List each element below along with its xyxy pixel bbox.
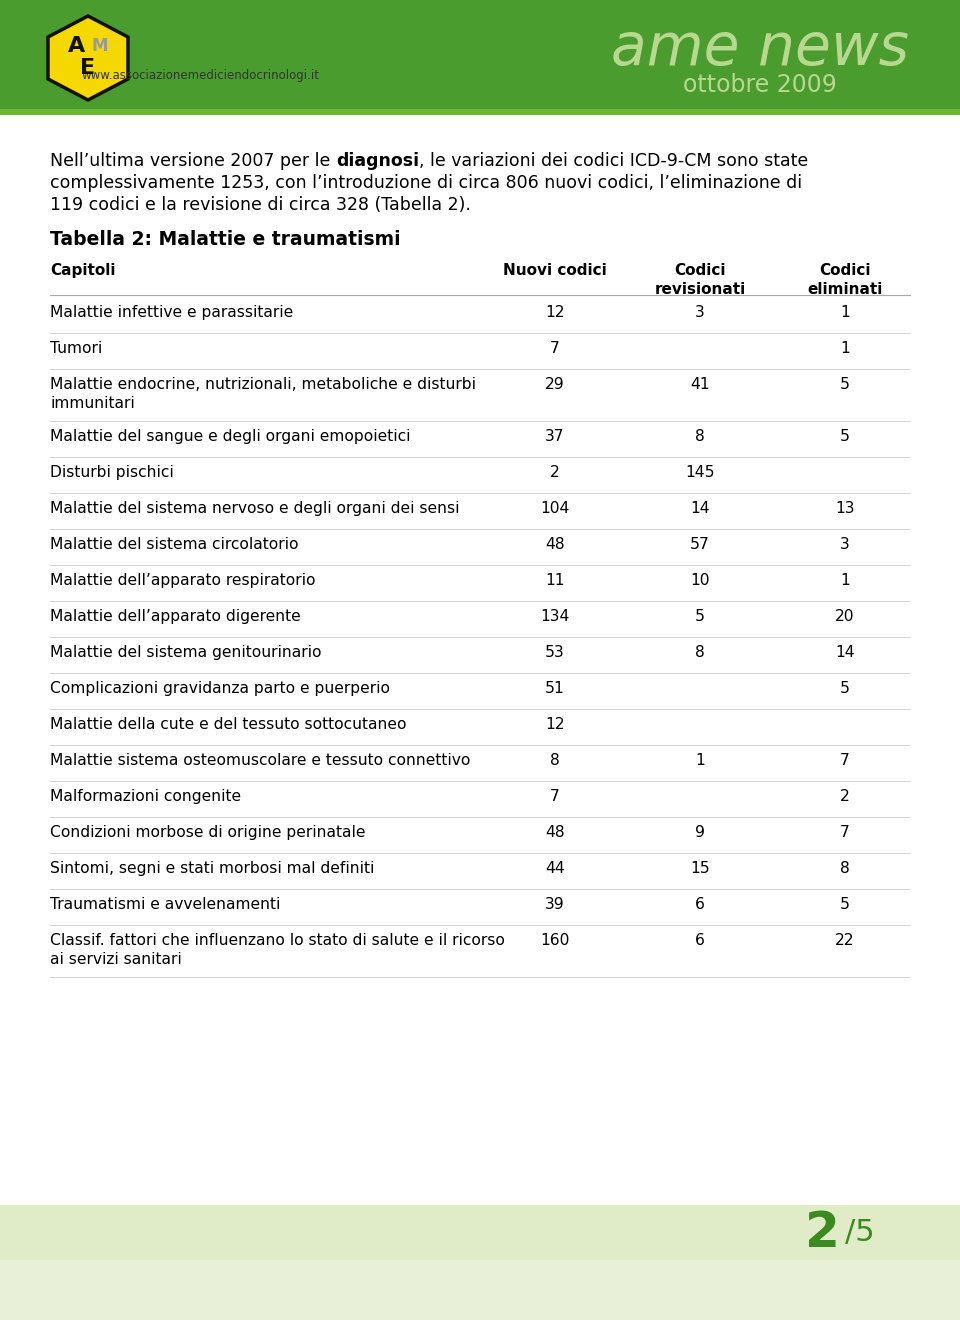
Text: 37: 37 <box>545 429 564 444</box>
Text: ame news: ame news <box>611 20 909 77</box>
Text: 5: 5 <box>695 609 705 624</box>
Text: Complicazioni gravidanza parto e puerperio: Complicazioni gravidanza parto e puerper… <box>50 681 390 696</box>
Text: 6: 6 <box>695 933 705 948</box>
Text: 1: 1 <box>840 573 850 587</box>
Text: 14: 14 <box>835 645 854 660</box>
Text: 15: 15 <box>690 861 709 876</box>
Polygon shape <box>48 16 128 100</box>
Text: 14: 14 <box>690 502 709 516</box>
Text: 2: 2 <box>550 465 560 480</box>
Text: 5: 5 <box>840 429 850 444</box>
Text: Sintomi, segni e stati morbosi mal definiti: Sintomi, segni e stati morbosi mal defin… <box>50 861 374 876</box>
Text: 51: 51 <box>545 681 564 696</box>
Text: 11: 11 <box>545 573 564 587</box>
Text: 8: 8 <box>695 429 705 444</box>
Text: diagnosi: diagnosi <box>336 152 419 170</box>
Text: 29: 29 <box>545 378 564 392</box>
Text: 145: 145 <box>685 465 715 480</box>
Text: 8: 8 <box>695 645 705 660</box>
Text: 134: 134 <box>540 609 569 624</box>
Text: Codici
eliminati: Codici eliminati <box>807 263 882 297</box>
Text: Disturbi pischici: Disturbi pischici <box>50 465 174 480</box>
Text: Classif. fattori che influenzano lo stato di salute e il ricorso
ai servizi sani: Classif. fattori che influenzano lo stat… <box>50 933 505 968</box>
Text: Capitoli: Capitoli <box>50 263 115 279</box>
Text: 20: 20 <box>835 609 854 624</box>
Text: ottobre 2009: ottobre 2009 <box>684 73 837 96</box>
Text: Malattie dell’apparato digerente: Malattie dell’apparato digerente <box>50 609 300 624</box>
Text: 57: 57 <box>690 537 710 552</box>
Text: 41: 41 <box>690 378 709 392</box>
Text: 8: 8 <box>550 752 560 768</box>
Text: 5: 5 <box>840 898 850 912</box>
Text: Traumatismi e avvelenamenti: Traumatismi e avvelenamenti <box>50 898 280 912</box>
Bar <box>0 110 960 115</box>
Text: Tumori: Tumori <box>50 341 103 356</box>
Text: Malattie della cute e del tessuto sottocutaneo: Malattie della cute e del tessuto sottoc… <box>50 717 406 733</box>
Text: Malattie sistema osteomuscolare e tessuto connettivo: Malattie sistema osteomuscolare e tessut… <box>50 752 470 768</box>
Text: 3: 3 <box>695 305 705 319</box>
Text: 8: 8 <box>840 861 850 876</box>
Bar <box>0 1205 960 1261</box>
Text: Malattie del sangue e degli organi emopoietici: Malattie del sangue e degli organi emopo… <box>50 429 411 444</box>
Text: 104: 104 <box>540 502 569 516</box>
Text: 1: 1 <box>695 752 705 768</box>
Text: 39: 39 <box>545 898 564 912</box>
Text: 3: 3 <box>840 537 850 552</box>
Text: Malattie del sistema nervoso e degli organi dei sensi: Malattie del sistema nervoso e degli org… <box>50 502 460 516</box>
Text: Malattie del sistema genitourinario: Malattie del sistema genitourinario <box>50 645 322 660</box>
Text: Malformazioni congenite: Malformazioni congenite <box>50 789 241 804</box>
Text: 13: 13 <box>835 502 854 516</box>
Text: Malattie del sistema circolatorio: Malattie del sistema circolatorio <box>50 537 299 552</box>
Text: 12: 12 <box>545 717 564 733</box>
Text: 5: 5 <box>840 681 850 696</box>
Text: 5: 5 <box>840 378 850 392</box>
Text: Malattie dell’apparato respiratorio: Malattie dell’apparato respiratorio <box>50 573 316 587</box>
Text: 12: 12 <box>545 305 564 319</box>
Text: M: M <box>92 37 108 55</box>
Text: 9: 9 <box>695 825 705 840</box>
Text: Nell’ultima versione 2007 per le: Nell’ultima versione 2007 per le <box>50 152 336 170</box>
Text: 7: 7 <box>550 341 560 356</box>
Text: 160: 160 <box>540 933 569 948</box>
Text: Malattie infettive e parassitarie: Malattie infettive e parassitarie <box>50 305 293 319</box>
Text: 48: 48 <box>545 537 564 552</box>
Text: Codici
revisionati: Codici revisionati <box>655 263 746 297</box>
Text: Tabella 2: Malattie e traumatismi: Tabella 2: Malattie e traumatismi <box>50 230 400 249</box>
Text: 10: 10 <box>690 573 709 587</box>
Text: 7: 7 <box>840 825 850 840</box>
Text: 1: 1 <box>840 341 850 356</box>
Text: 53: 53 <box>545 645 564 660</box>
Text: 44: 44 <box>545 861 564 876</box>
Text: /5: /5 <box>845 1218 875 1247</box>
Text: , le variazioni dei codici ICD-9-CM sono state: , le variazioni dei codici ICD-9-CM sono… <box>419 152 808 170</box>
Text: E: E <box>81 58 96 78</box>
Bar <box>0 0 960 110</box>
Text: www.associazionemediciendocrinologi.it: www.associazionemediciendocrinologi.it <box>81 69 319 82</box>
Text: 1: 1 <box>840 305 850 319</box>
Text: 119 codici e la revisione di circa 328 (Tabella 2).: 119 codici e la revisione di circa 328 (… <box>50 195 470 214</box>
Text: 2: 2 <box>805 1209 840 1257</box>
Text: 22: 22 <box>835 933 854 948</box>
Text: complessivamente 1253, con l’introduzione di circa 806 nuovi codici, l’eliminazi: complessivamente 1253, con l’introduzion… <box>50 174 803 191</box>
Text: Malattie endocrine, nutrizionali, metaboliche e disturbi
immunitari: Malattie endocrine, nutrizionali, metabo… <box>50 378 476 412</box>
Text: 6: 6 <box>695 898 705 912</box>
Text: Nuovi codici: Nuovi codici <box>503 263 607 279</box>
Text: A: A <box>68 36 85 55</box>
Text: 7: 7 <box>840 752 850 768</box>
Text: 7: 7 <box>550 789 560 804</box>
Text: 48: 48 <box>545 825 564 840</box>
Text: 2: 2 <box>840 789 850 804</box>
Text: Condizioni morbose di origine perinatale: Condizioni morbose di origine perinatale <box>50 825 366 840</box>
